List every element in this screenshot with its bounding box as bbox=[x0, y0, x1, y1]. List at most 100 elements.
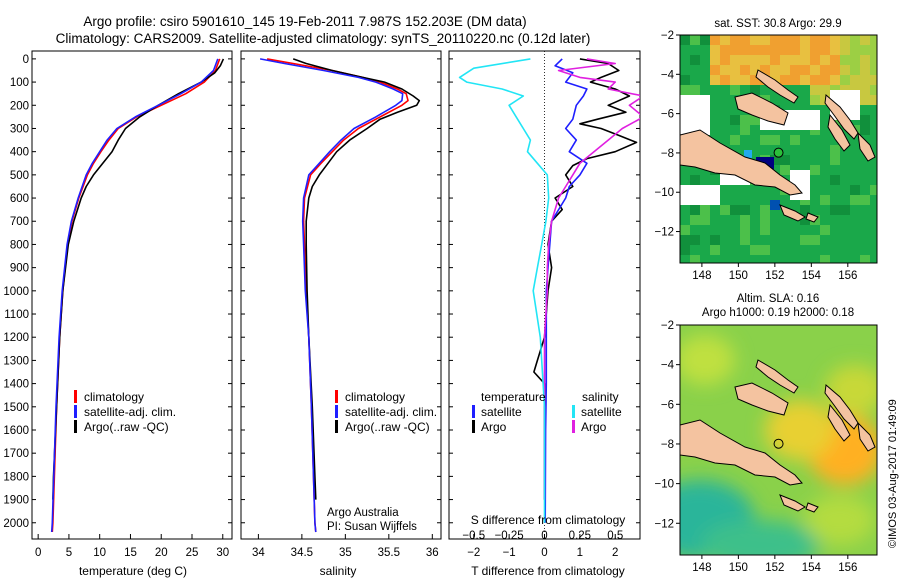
legend-label-satellite: satellite-adj. clim. bbox=[345, 405, 437, 419]
sst-heat-cell bbox=[840, 205, 850, 215]
sla-land-polygon bbox=[779, 494, 806, 512]
sst-heat-cell bbox=[750, 45, 760, 55]
sst-heat-cell bbox=[770, 35, 780, 45]
sst-heat-cell bbox=[860, 55, 870, 65]
legend-title-salinity: salinity bbox=[582, 390, 619, 404]
y-tick-label: 1900 bbox=[3, 495, 29, 507]
sst-heat-cell bbox=[730, 75, 740, 85]
difference-panel: −2 −1 0 1 2 −0.5 −0.25 0 0.25 0.5 S difference f… bbox=[448, 50, 641, 578]
sst-heat-cell bbox=[760, 55, 770, 65]
sst-heat-cell bbox=[830, 35, 840, 45]
sst-lat-tick-label: −8 bbox=[661, 148, 674, 160]
temperature-series-group bbox=[50, 58, 225, 533]
sst-heat-cell bbox=[750, 65, 760, 75]
sst-heat-cell bbox=[770, 55, 780, 65]
sst-heat-cell bbox=[850, 185, 860, 195]
sst-heat-cell bbox=[800, 45, 810, 55]
sst-heat-cell bbox=[860, 75, 870, 85]
salinity-xlabel: salinity bbox=[320, 564, 357, 578]
salinity-x-tick-label: 35.5 bbox=[378, 547, 400, 559]
t-difference-xlabel: T difference from climatology bbox=[471, 564, 625, 578]
legend-marker-argo bbox=[74, 420, 77, 433]
sst-heat-cell bbox=[850, 45, 860, 55]
sst-heat-cell bbox=[740, 115, 750, 125]
sst-heat-cell bbox=[740, 235, 750, 245]
sst-lon-tick-label: 148 bbox=[692, 270, 711, 282]
legend-label-climatology: climatology bbox=[84, 390, 144, 404]
sst-heat-cell bbox=[760, 45, 770, 55]
sst-map: sat. SST: 30.8 Argo: 29.9 148 150 152 154 15… bbox=[654, 18, 878, 282]
sst-heat-cell bbox=[730, 205, 740, 215]
sst-float-marker bbox=[773, 147, 784, 158]
sst-heat-cell bbox=[720, 75, 730, 85]
legend-marker-satellite bbox=[335, 405, 338, 418]
sst-heat-cell bbox=[870, 55, 877, 65]
legend-label-argo: Argo(..raw -QC) bbox=[84, 420, 169, 434]
legend-title-temperature: temperature bbox=[481, 390, 546, 404]
sla-lon-tick-label: 154 bbox=[802, 562, 822, 574]
sst-heat-cell bbox=[690, 35, 700, 45]
legend-marker-satellite bbox=[74, 405, 77, 418]
sst-heat-cell bbox=[810, 165, 820, 175]
sst-heat-cell bbox=[820, 65, 830, 75]
sst-heat-cell bbox=[720, 205, 730, 215]
sst-heat-cell bbox=[820, 55, 830, 65]
sst-heat-cell bbox=[810, 95, 820, 105]
y-tick-label: 600 bbox=[10, 193, 29, 205]
sst-heat-cell bbox=[750, 55, 760, 65]
sst-heat-cell bbox=[750, 245, 760, 255]
sst-heat-cell bbox=[690, 255, 700, 263]
sla-map: Altim. SLA: 0.16 Argo h1000: 0.19 h2000:… bbox=[654, 293, 878, 574]
y-tick-label: 800 bbox=[10, 239, 29, 251]
sst-heat-cell bbox=[710, 245, 720, 255]
sst-heat-cell bbox=[750, 85, 760, 95]
sst-heat-cell bbox=[830, 65, 840, 75]
sst-heat-cell bbox=[720, 45, 730, 55]
s-difference-satellite-line bbox=[458, 58, 550, 523]
sst-heat-cell bbox=[740, 215, 750, 225]
sst-heat-cell bbox=[840, 35, 850, 45]
sst-heat-cell bbox=[780, 155, 790, 165]
sla-land-polygon bbox=[824, 384, 859, 430]
sst-heat-cell bbox=[850, 55, 860, 65]
sst-heat-cell bbox=[850, 75, 860, 85]
sst-heat-cell bbox=[760, 35, 770, 45]
sst-heat-cell bbox=[790, 65, 800, 75]
sst-heat-cell bbox=[730, 55, 740, 65]
sst-heat-cell bbox=[770, 65, 780, 75]
sst-heat-cell bbox=[790, 45, 800, 55]
legend-marker-argo bbox=[335, 420, 338, 433]
s-diff-x-tick-label: −0.25 bbox=[495, 530, 524, 542]
sst-heat-cell bbox=[690, 215, 700, 225]
sst-heat-cell bbox=[720, 35, 730, 45]
sst-lat-tick-label: −2 bbox=[661, 30, 674, 42]
sst-heat-cell bbox=[740, 125, 750, 135]
legend-marker-s-satellite bbox=[572, 405, 575, 418]
sst-heat-cell bbox=[710, 75, 720, 85]
figure-title-line2: Climatology: CARS2009. Satellite-adjuste… bbox=[56, 31, 591, 46]
sst-heat-cell bbox=[700, 215, 710, 225]
sst-heat-cell bbox=[760, 215, 770, 225]
sst-heat-cell bbox=[690, 175, 700, 185]
sst-heat-cell bbox=[700, 35, 710, 45]
sst-heat-cell bbox=[860, 85, 870, 95]
sst-heat-cell bbox=[730, 85, 740, 95]
sst-heat-cell bbox=[740, 65, 750, 75]
salinity-legend: climatology satellite-adj. clim. Argo(..… bbox=[335, 390, 437, 434]
s-diff-x-tick-label: 0.25 bbox=[569, 530, 591, 542]
sla-land-polygon bbox=[857, 421, 876, 452]
y-tick-label: 500 bbox=[10, 170, 29, 182]
sst-heat-cell bbox=[810, 45, 820, 55]
sst-heat-cell bbox=[710, 55, 720, 65]
difference-series-group bbox=[458, 58, 640, 523]
sst-heat-cell bbox=[820, 255, 830, 263]
temperature-x-tick-label: 15 bbox=[124, 547, 137, 559]
sst-heat-cell bbox=[700, 205, 710, 215]
sst-lat-tick-label: −6 bbox=[661, 109, 674, 121]
sst-heat-cell bbox=[810, 85, 820, 95]
sst-heat-cell bbox=[800, 35, 810, 45]
y-tick-label: 1600 bbox=[3, 425, 29, 437]
sst-heat-cell bbox=[740, 45, 750, 55]
sst-heat-cell bbox=[750, 115, 760, 125]
sst-heat-cell bbox=[860, 195, 870, 205]
